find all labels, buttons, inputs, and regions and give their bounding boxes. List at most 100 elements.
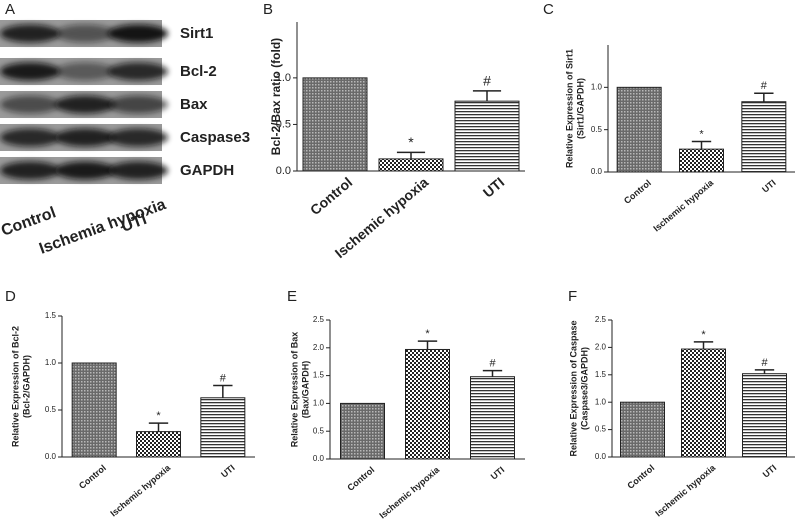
significance-marker: * <box>156 410 161 422</box>
protein-label: Bax <box>180 96 208 113</box>
y-tick-label: 0.0 <box>591 167 603 176</box>
y-tick-label: 0.5 <box>313 426 325 435</box>
significance-marker: * <box>408 134 414 150</box>
blot-band <box>0 95 60 114</box>
y-axis-label: Relative Expression of Sirt1 <box>564 49 574 168</box>
y-tick-label: 1.5 <box>313 371 325 380</box>
blot-band <box>55 95 115 114</box>
significance-marker: # <box>483 73 491 89</box>
bar <box>71 362 117 458</box>
protein-label: Caspase3 <box>180 129 250 146</box>
bar <box>679 148 724 173</box>
y-axis-label: Bcl-2/Bax ratio (fold) <box>269 38 283 155</box>
blot-band <box>55 62 115 81</box>
panel-letter: D <box>5 288 16 305</box>
significance-marker: # <box>489 358 496 370</box>
bar <box>616 86 662 173</box>
y-tick-label: 2.5 <box>313 315 325 324</box>
blot-band <box>108 128 168 147</box>
blot-band <box>0 62 60 81</box>
y-axis-label: Relative Expression of Bcl-2 <box>10 326 20 447</box>
significance-marker: * <box>699 128 704 140</box>
y-tick-label: 1.0 <box>313 399 325 408</box>
y-tick-label: 0.5 <box>595 425 607 434</box>
western-blot: Sirt1Bcl-2BaxCaspase3GAPDHControlIschemi… <box>0 20 250 258</box>
x-tick-label: UTI <box>480 174 508 201</box>
y-tick-label: 2.0 <box>313 343 325 352</box>
blot-band <box>0 24 60 43</box>
blot-band <box>108 62 168 81</box>
x-tick-label: Control <box>77 463 108 491</box>
bar <box>405 348 450 460</box>
y-axis-label: Relative Expression of Bax <box>289 332 299 448</box>
y-tick-label: 0.0 <box>595 452 607 461</box>
y-axis-label: (Bax/GAPDH) <box>300 361 310 419</box>
y-axis-label: (Sirt1/GAPDH) <box>575 78 585 139</box>
bar <box>136 431 181 458</box>
y-tick-label: 2.5 <box>595 315 607 324</box>
x-tick-label: Ischemic hypoxia <box>108 462 173 519</box>
y-tick-label: 0.5 <box>591 125 603 134</box>
bar <box>470 376 515 460</box>
protein-label: Sirt1 <box>180 25 213 42</box>
x-tick-label: UTI <box>489 465 507 482</box>
panel-letter: E <box>287 288 297 305</box>
blot-band <box>108 161 168 180</box>
x-tick-label: UTI <box>760 178 778 195</box>
x-tick-label: Control <box>625 463 656 491</box>
significance-marker: # <box>761 80 768 92</box>
x-tick-label: Control <box>345 465 376 493</box>
y-tick-label: 1.5 <box>595 370 607 379</box>
blot-band <box>55 128 115 147</box>
protein-label: Bcl-2 <box>180 63 217 80</box>
blot-band <box>0 128 60 147</box>
y-axis-label: (Bcl-2/GAPDH) <box>21 355 31 418</box>
bar-panel: F Relative Expression of Caspase (Caspase3… <box>568 288 795 519</box>
panel-letter: C <box>543 1 554 18</box>
y-tick-label: 0.0 <box>313 454 325 463</box>
y-tick-label: 1.0 <box>595 397 607 406</box>
protein-label: GAPDH <box>180 162 234 179</box>
y-tick-label: 2.0 <box>595 343 607 352</box>
blot-band <box>108 95 168 114</box>
significance-marker: * <box>425 328 430 340</box>
y-tick-label: 0.5 <box>45 405 57 414</box>
x-tick-label: Control <box>307 174 355 218</box>
y-tick-label: 1.5 <box>45 311 57 320</box>
panel-letter: A <box>5 1 15 18</box>
bar <box>741 101 787 173</box>
y-tick-label: 0.5 <box>276 118 291 130</box>
bar <box>200 397 246 458</box>
x-tick-label: Ischemic hypoxia <box>653 462 718 519</box>
x-tick-label: Control <box>622 178 653 206</box>
blot-band <box>55 24 115 43</box>
significance-marker: # <box>220 372 227 384</box>
bar <box>454 100 520 172</box>
bar-panel: C Relative Expression of Sirt1 (Sirt1/GAPD… <box>543 1 795 234</box>
x-tick-label: Ischemic hypoxia <box>377 464 442 521</box>
significance-marker: # <box>761 357 768 369</box>
bar <box>378 158 444 172</box>
x-tick-label: Ischemic hypoxia <box>651 177 716 234</box>
bar <box>302 77 368 172</box>
significance-marker: * <box>701 329 706 341</box>
blot-band <box>55 161 115 180</box>
bar <box>742 373 787 458</box>
x-tick-label: UTI <box>219 463 237 480</box>
bar <box>620 401 665 458</box>
panel-letter: B <box>263 1 273 18</box>
x-tick-label: UTI <box>761 463 779 480</box>
y-axis-label: (Caspase3/GAPDH) <box>579 347 589 430</box>
panel-letter: F <box>568 288 577 305</box>
bar-panel: D Relative Expression of Bcl-2 (Bcl-2/GAPD… <box>5 288 255 519</box>
y-tick-label: 0.0 <box>45 452 57 461</box>
y-tick-label: 1.0 <box>591 82 603 91</box>
lane-label: Control <box>0 204 58 239</box>
y-tick-label: 1.0 <box>276 72 291 84</box>
blot-band <box>108 24 168 43</box>
blot-band <box>0 161 60 180</box>
bar <box>340 402 385 460</box>
